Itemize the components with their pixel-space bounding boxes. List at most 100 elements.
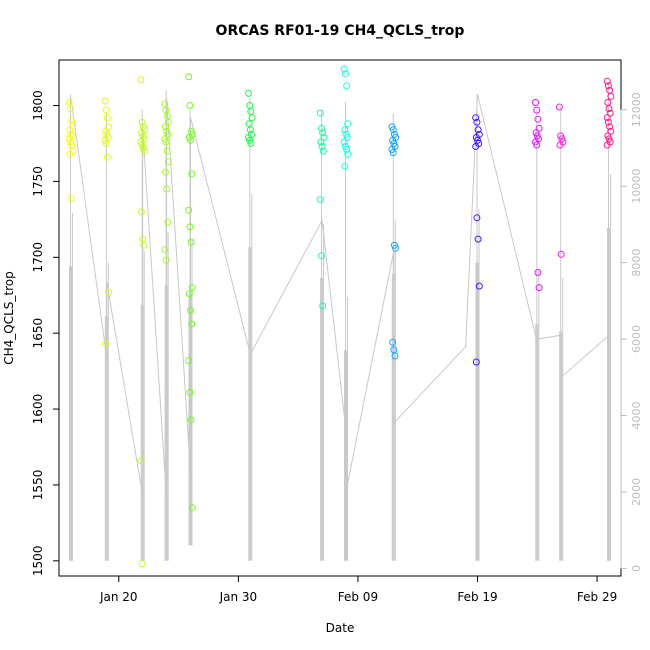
ch4-point xyxy=(532,129,540,137)
ch4-point xyxy=(555,103,563,111)
y-tick-label: 1750 xyxy=(31,166,45,197)
ch4-point xyxy=(102,127,110,135)
ch4-point xyxy=(188,320,196,328)
chart-title: ORCAS RF01-19 CH4_QCLS_trop xyxy=(216,23,465,39)
ch4-point xyxy=(473,214,481,222)
ch4-point xyxy=(187,306,194,314)
ch4-point xyxy=(317,138,325,146)
x-tick-label: Feb 09 xyxy=(338,590,378,604)
y2-tick-label: 0 xyxy=(630,565,643,572)
ch4-point xyxy=(391,352,399,360)
ch4-point xyxy=(162,256,170,264)
ch4-point xyxy=(138,560,146,568)
ch4-point xyxy=(162,138,170,146)
ch4-point xyxy=(105,288,113,296)
ch4-point xyxy=(557,250,565,258)
ch4-point xyxy=(186,102,194,109)
ch4-point xyxy=(248,114,256,122)
x-axis: Jan 20 Jan 30 Feb 09 Feb 19 Feb 29 xyxy=(99,576,617,604)
ch4-point xyxy=(603,141,611,149)
ch4-point xyxy=(605,105,613,113)
ch4-point xyxy=(472,358,480,366)
ch4-point xyxy=(389,126,397,134)
ch4-point xyxy=(137,457,145,465)
plot-area-layer xyxy=(65,65,615,568)
ch4-point xyxy=(246,126,254,134)
ch4-point xyxy=(556,141,564,149)
ch4-point xyxy=(185,290,193,298)
ch4-point xyxy=(101,136,109,144)
ch4-point xyxy=(473,118,481,126)
ch4-point xyxy=(67,130,75,138)
ch4-point xyxy=(604,82,612,90)
ch4-point xyxy=(138,129,145,137)
y2-tick-label: 6000 xyxy=(630,325,643,353)
ch4-point xyxy=(164,218,172,226)
ch4-point xyxy=(474,126,482,134)
ch4-point xyxy=(533,106,541,114)
ch4-point xyxy=(102,106,110,114)
ch4-point xyxy=(605,135,613,143)
y2-tick-label: 12000 xyxy=(630,92,643,127)
y2-tick-label: 2000 xyxy=(630,478,643,506)
ch4-point xyxy=(161,246,169,254)
ch4-point xyxy=(319,147,327,155)
ch4-point xyxy=(247,140,255,147)
ch4-point xyxy=(163,127,171,135)
ch4-point xyxy=(68,117,76,125)
y-tick-label: 1500 xyxy=(31,546,45,577)
y2-tick-label: 4000 xyxy=(630,401,643,429)
ch4-point xyxy=(533,141,541,149)
y-axis: 1500 1550 1600 1650 1700 1750 1800 xyxy=(31,90,59,576)
ch4-point xyxy=(66,150,74,158)
ch4-point xyxy=(138,208,145,216)
ch4-point xyxy=(161,135,169,143)
ch4-point xyxy=(66,126,74,134)
ch4-point xyxy=(140,241,148,249)
ch4-point xyxy=(161,123,169,131)
ch4-point xyxy=(188,284,196,292)
ch4-point xyxy=(164,158,172,166)
ch4-point xyxy=(316,196,324,204)
ch4-point xyxy=(246,136,254,144)
ch4-point xyxy=(343,146,351,153)
ch4-point xyxy=(186,223,194,231)
ch4-point xyxy=(163,185,171,193)
y-axis-title: CH4_QCLS_trop xyxy=(2,271,16,365)
ch4-point xyxy=(534,269,542,276)
ch4-point xyxy=(343,82,351,90)
ch4-point xyxy=(472,114,480,122)
ch4-point xyxy=(558,135,566,143)
ch4-point xyxy=(344,150,352,158)
ch4-point xyxy=(341,70,349,78)
x-tick-label: Jan 30 xyxy=(219,590,258,604)
ch4-point xyxy=(340,65,348,73)
ch4-point xyxy=(245,89,252,97)
ch4-point xyxy=(186,388,194,396)
ch4-point xyxy=(474,235,482,243)
y-tick-label: 1700 xyxy=(31,242,45,273)
ch4-point xyxy=(535,284,543,292)
ch4-point xyxy=(389,149,397,157)
ch4-point xyxy=(604,118,612,126)
ch4-point xyxy=(247,108,255,116)
ch4-point xyxy=(534,115,542,123)
x-tick-label: Feb 29 xyxy=(577,590,617,604)
ch4-point xyxy=(388,146,396,153)
ch4-point xyxy=(344,120,352,128)
ch4-point xyxy=(603,77,611,85)
ch4-point xyxy=(474,136,481,144)
y-tick-label: 1800 xyxy=(31,90,45,121)
ch4-point xyxy=(604,99,612,106)
ch4-point xyxy=(188,504,196,512)
y2-axis: 0 2000 4000 6000 8000 10000 12000 xyxy=(620,92,643,572)
ch4-point xyxy=(472,143,480,150)
ch4-point xyxy=(187,127,195,135)
y2-tick-label: 10000 xyxy=(630,169,643,204)
ch4-point xyxy=(103,153,111,161)
y2-tick-label: 8000 xyxy=(630,249,643,277)
ch4-point xyxy=(163,147,171,155)
ch4-point xyxy=(102,340,110,348)
ch4-point xyxy=(185,357,193,364)
